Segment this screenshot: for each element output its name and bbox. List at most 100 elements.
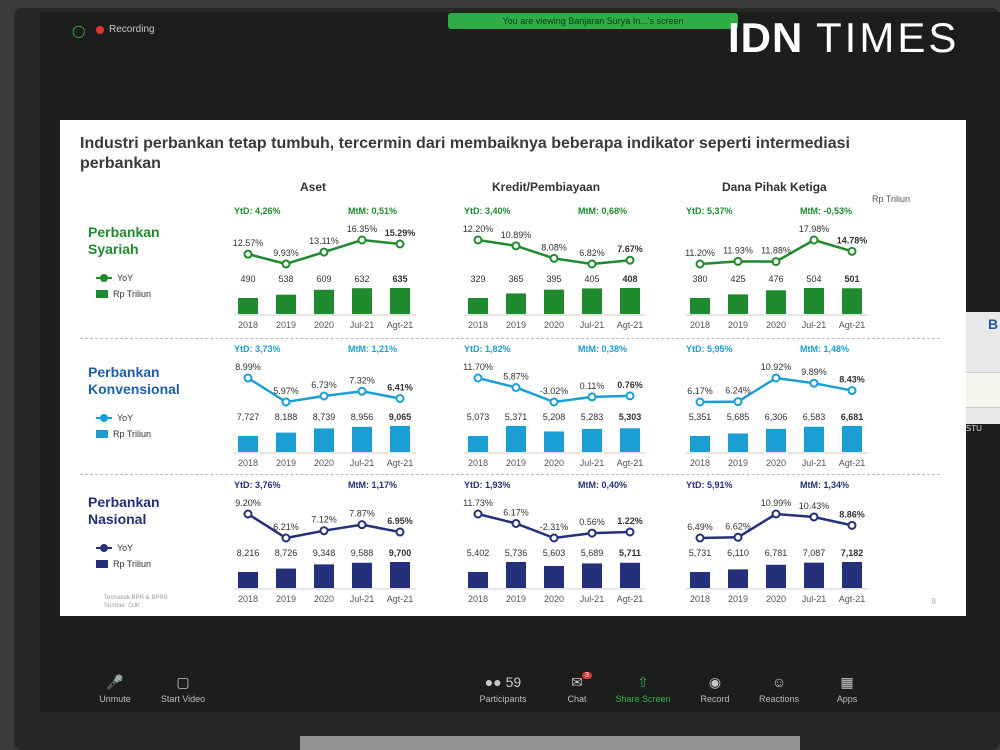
- combo-chart: 11.20% 380 2018 11.93% 425 2019 11.88% 476 2020 1…: [685, 224, 868, 330]
- year-label: 2018: [690, 594, 710, 604]
- thumbnail-video: [964, 372, 1000, 408]
- yoy-point: [319, 247, 329, 257]
- yoy-label: 11.93%: [723, 245, 753, 255]
- yoy-label: 12.57%: [233, 238, 264, 248]
- toolbar-record-button[interactable]: ◉ Record: [680, 674, 750, 704]
- yoy-point: [473, 235, 483, 245]
- toolbar-label: Share Screen: [615, 694, 671, 704]
- footnote-2: Sumber: OJK: [104, 603, 141, 609]
- value-bar: [276, 568, 296, 588]
- recording-indicator[interactable]: Recording: [96, 24, 155, 35]
- yoy-point: [771, 509, 781, 519]
- value-bar: [728, 569, 748, 588]
- chart-panel: YtD: 3,76% MtM: 1,17% 9.20% 8,216 2018 6.21% 8…: [230, 480, 430, 610]
- yoy-point: [733, 532, 743, 542]
- ytd-label: YtD: 1,82%: [464, 344, 511, 354]
- year-label: Agt-21: [387, 320, 414, 330]
- row-legend: YoY Rp Triliun: [96, 270, 151, 302]
- row-label: Perbankan Nasional: [88, 494, 160, 528]
- value-label: 8,188: [275, 412, 298, 422]
- year-label: 2018: [690, 458, 710, 468]
- value-bar: [390, 426, 410, 452]
- yoy-label: 13.11%: [309, 236, 339, 246]
- toolbar-chat-button[interactable]: ✉ Chat 3: [542, 672, 612, 704]
- legend-rp-label: Rp Triliun: [113, 429, 152, 439]
- yoy-label: -2.31%: [540, 522, 569, 532]
- value-bar: [544, 289, 564, 314]
- value-label: 5,731: [689, 548, 712, 558]
- value-label: 395: [546, 274, 561, 284]
- value-label: 365: [508, 274, 523, 284]
- year-label: 2019: [728, 594, 748, 604]
- value-bar: [314, 564, 334, 588]
- ytd-label: YtD: 5,95%: [686, 344, 733, 354]
- yoy-label: 7.87%: [349, 509, 375, 519]
- footnote: Termasuk BPR & BPRS Sumber: OJK: [104, 594, 168, 610]
- value-bar: [276, 294, 296, 314]
- value-label: 5,402: [467, 548, 490, 558]
- yoy-point: [319, 526, 329, 536]
- value-bar: [842, 288, 862, 314]
- column-head-dpk: Dana Pihak Ketiga: [722, 180, 827, 194]
- yoy-label: 6.21%: [273, 522, 299, 532]
- yoy-point: [733, 397, 743, 407]
- year-label: 2020: [766, 594, 786, 604]
- yoy-point: [243, 249, 253, 259]
- year-label: Jul-21: [350, 458, 375, 468]
- year-label: 2018: [238, 594, 258, 604]
- year-label: Jul-21: [580, 320, 605, 330]
- row-legend: YoY Rp Triliun: [96, 540, 151, 572]
- yoy-label: 7.67%: [617, 244, 643, 254]
- value-bar: [766, 564, 786, 588]
- legend-yoy: YoY: [96, 270, 151, 286]
- value-label: 5,283: [581, 412, 604, 422]
- mtm-label: MtM: 1,34%: [800, 480, 850, 490]
- toolbar-start-video-button[interactable]: ▢ Start Video: [148, 674, 218, 704]
- yoy-label: 6.24%: [725, 386, 751, 396]
- brand-bold: IDN: [728, 14, 804, 61]
- value-label: 380: [692, 274, 707, 284]
- yoy-label: 16.35%: [347, 224, 378, 234]
- apps-icon: ▦: [840, 674, 854, 690]
- value-bar: [620, 288, 640, 314]
- yoy-label: 9.93%: [273, 248, 299, 258]
- viewing-banner[interactable]: You are viewing Banjaran Surya In...'s s…: [448, 13, 738, 29]
- record-dot-icon: [96, 25, 104, 34]
- meeting-toolbar: 🎤 Unmute ▢ Start Video ●● 59 Participants ✉…: [76, 672, 976, 716]
- year-label: 2020: [766, 458, 786, 468]
- mtm-label: MtM: 0,40%: [578, 480, 628, 490]
- security-shield-icon[interactable]: ◯: [72, 24, 86, 38]
- toolbar-share-screen-button[interactable]: ⇧ Share Screen: [608, 674, 678, 704]
- value-bar: [842, 426, 862, 452]
- yoy-label: 6.17%: [687, 386, 713, 396]
- chart-panel: YtD: 5,91% MtM: 1,34% 6.49% 5,731 2018 6.62% 6…: [682, 480, 882, 610]
- toolbar-participants-button[interactable]: ●● 59 Participants: [468, 674, 538, 704]
- brand-light: TIMES: [816, 14, 960, 61]
- year-label: 2020: [314, 320, 334, 330]
- year-label: 2019: [276, 320, 296, 330]
- mic-muted-icon: 🎤: [106, 674, 124, 690]
- yoy-point: [771, 373, 781, 383]
- toolbar-reactions-button[interactable]: ☺ Reactions: [744, 674, 814, 704]
- toolbar-apps-button[interactable]: ▦ Apps: [812, 674, 882, 704]
- year-label: 2019: [728, 458, 748, 468]
- yoy-point: [395, 527, 405, 537]
- value-bar: [620, 428, 640, 452]
- year-label: 2018: [238, 458, 258, 468]
- yoy-label: 7.12%: [311, 515, 337, 525]
- yoy-label: 9.89%: [801, 367, 827, 377]
- value-bar: [238, 436, 258, 452]
- yoy-label: 17.98%: [799, 224, 830, 234]
- chat-icon: ✉: [571, 674, 583, 690]
- year-label: 2020: [766, 320, 786, 330]
- year-label: 2018: [690, 320, 710, 330]
- year-label: Jul-21: [580, 458, 605, 468]
- value-bar: [468, 436, 488, 452]
- row-label-line-2: Nasional: [88, 511, 147, 527]
- legend-rp: Rp Triliun: [96, 556, 151, 572]
- brand-logo: IDN TIMES: [728, 14, 959, 62]
- value-label: 635: [392, 274, 407, 284]
- yoy-point: [473, 373, 483, 383]
- toolbar-unmute-button[interactable]: 🎤 Unmute: [80, 674, 150, 704]
- value-bar: [390, 562, 410, 588]
